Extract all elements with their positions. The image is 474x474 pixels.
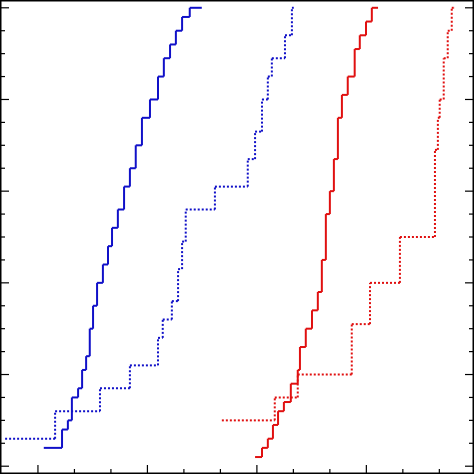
chart [0,0,474,474]
